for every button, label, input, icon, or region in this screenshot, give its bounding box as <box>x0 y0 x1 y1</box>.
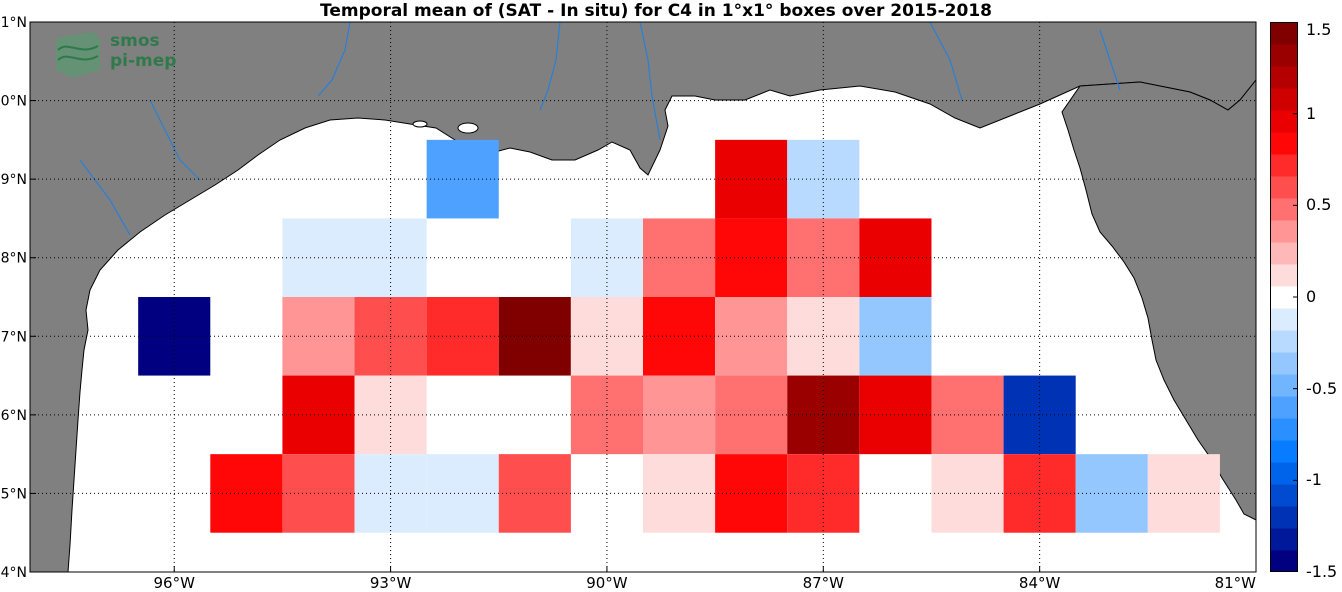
heatmap-cell <box>787 218 860 297</box>
colorbar-segment <box>1270 550 1298 572</box>
colorbar-tick-label: -1 <box>1306 470 1322 490</box>
heatmap-cell <box>1147 454 1220 533</box>
y-tick-label: 25°N <box>0 486 27 502</box>
colorbar-segment <box>1270 286 1298 309</box>
logo-line-2: pi-mep <box>110 51 177 71</box>
river-3 <box>639 21 661 141</box>
colorbar-segment <box>1270 528 1298 551</box>
colorbar-tick-label: 0.5 <box>1306 195 1332 215</box>
colorbar-segment <box>1270 66 1298 89</box>
colorbar-segment <box>1270 154 1298 177</box>
river-6 <box>149 99 201 181</box>
river-2 <box>539 21 561 111</box>
colorbar-segment <box>1270 44 1298 67</box>
river-4 <box>929 21 963 101</box>
colorbar-segment <box>1270 462 1298 485</box>
heatmap-cell <box>787 139 860 219</box>
land-north-coast <box>29 21 1257 573</box>
y-tick-label: 26°N <box>0 408 27 424</box>
lat-lon-grid <box>30 22 1256 572</box>
colorbar-tick-label: 1.5 <box>1306 20 1332 39</box>
heatmap-cell <box>643 375 716 455</box>
colorbar-tick-label: -0.5 <box>1306 378 1338 398</box>
heatmap-cell <box>715 454 788 533</box>
heatmap-cell <box>1003 454 1076 533</box>
plot-frame <box>29 21 1257 573</box>
colorbar-tick-label: -1.5 <box>1306 562 1338 581</box>
heatmap-cell <box>643 454 716 533</box>
colorbar-tick-label: 1 <box>1306 103 1317 123</box>
colorbar-segment <box>1270 132 1298 155</box>
heatmap-cell <box>859 297 932 376</box>
x-tick-label: 96°W <box>154 574 196 592</box>
colorbar-tick-label: 0 <box>1306 287 1317 306</box>
colorbar <box>1270 22 1298 572</box>
x-axis-ticks: 96°W 93°W 90°W 87°W 84°W 81°W <box>154 566 1257 592</box>
colorbar-segment <box>1270 484 1298 507</box>
colorbar-segment <box>1270 264 1298 287</box>
colorbar-segment <box>1270 374 1298 397</box>
river-5 <box>1099 29 1121 91</box>
colorbar-segment <box>1270 440 1298 463</box>
x-tick-label: 93°W <box>370 574 412 592</box>
heatmap-cell <box>859 218 932 297</box>
colorbar-segment <box>1270 308 1298 331</box>
heatmap-cell <box>643 297 716 376</box>
river-7 <box>79 159 131 236</box>
heatmap-cell <box>931 454 1004 533</box>
heatmap-cell <box>787 454 860 533</box>
island-delta-2 <box>412 120 428 128</box>
x-tick-label: 90°W <box>586 574 628 592</box>
colorbar-segment <box>1270 176 1298 199</box>
colorbar-segment <box>1270 396 1298 419</box>
y-tick-label: 27°N <box>0 329 27 345</box>
colorbar-segment <box>1270 242 1298 265</box>
heatmap-cell <box>715 297 788 376</box>
map-title: Temporal mean of (SAT - In situ) for C4 … <box>320 1 992 21</box>
y-tick-label: 24°N <box>0 565 27 581</box>
colorbar-segment <box>1270 220 1298 243</box>
colorbar-segment <box>1270 330 1298 353</box>
river-1 <box>317 21 351 97</box>
colorbar-segment <box>1270 352 1298 375</box>
x-tick-label: 87°W <box>803 574 845 592</box>
y-tick-label: 29°N <box>0 172 27 188</box>
heatmap-cell <box>931 375 1004 455</box>
heatmap-cell <box>859 375 932 455</box>
smos-pimep-logo: smos pi-mep <box>52 30 192 82</box>
heatmap-cell <box>715 139 788 219</box>
land-masses <box>29 21 1257 573</box>
heatmap-cell <box>715 218 788 297</box>
x-tick-label: 81°W <box>1215 574 1257 592</box>
colorbar-segment <box>1270 110 1298 133</box>
heatmap-cell <box>643 218 716 297</box>
logo-mark-icon <box>56 32 100 78</box>
colorbar-segment <box>1270 198 1298 221</box>
heatmap-cell <box>1075 454 1148 533</box>
colorbar-segment <box>1270 506 1298 529</box>
logo-line-1: smos <box>110 31 160 51</box>
colorbar-segment <box>1270 88 1298 111</box>
island-delta-1 <box>457 122 479 134</box>
y-tick-label: 30°N <box>0 94 27 110</box>
colorbar-segment <box>1270 22 1298 45</box>
heatmap-cell <box>715 375 788 455</box>
rivers <box>79 21 1121 236</box>
y-tick-label: 28°N <box>0 251 27 267</box>
colorbar-segment <box>1270 418 1298 441</box>
y-axis-ticks: 31°N 30°N 29°N 28°N 27°N 26°N 25°N 24°N <box>0 15 36 581</box>
y-tick-label: 31°N <box>0 15 27 31</box>
x-tick-label: 84°W <box>1019 574 1061 592</box>
